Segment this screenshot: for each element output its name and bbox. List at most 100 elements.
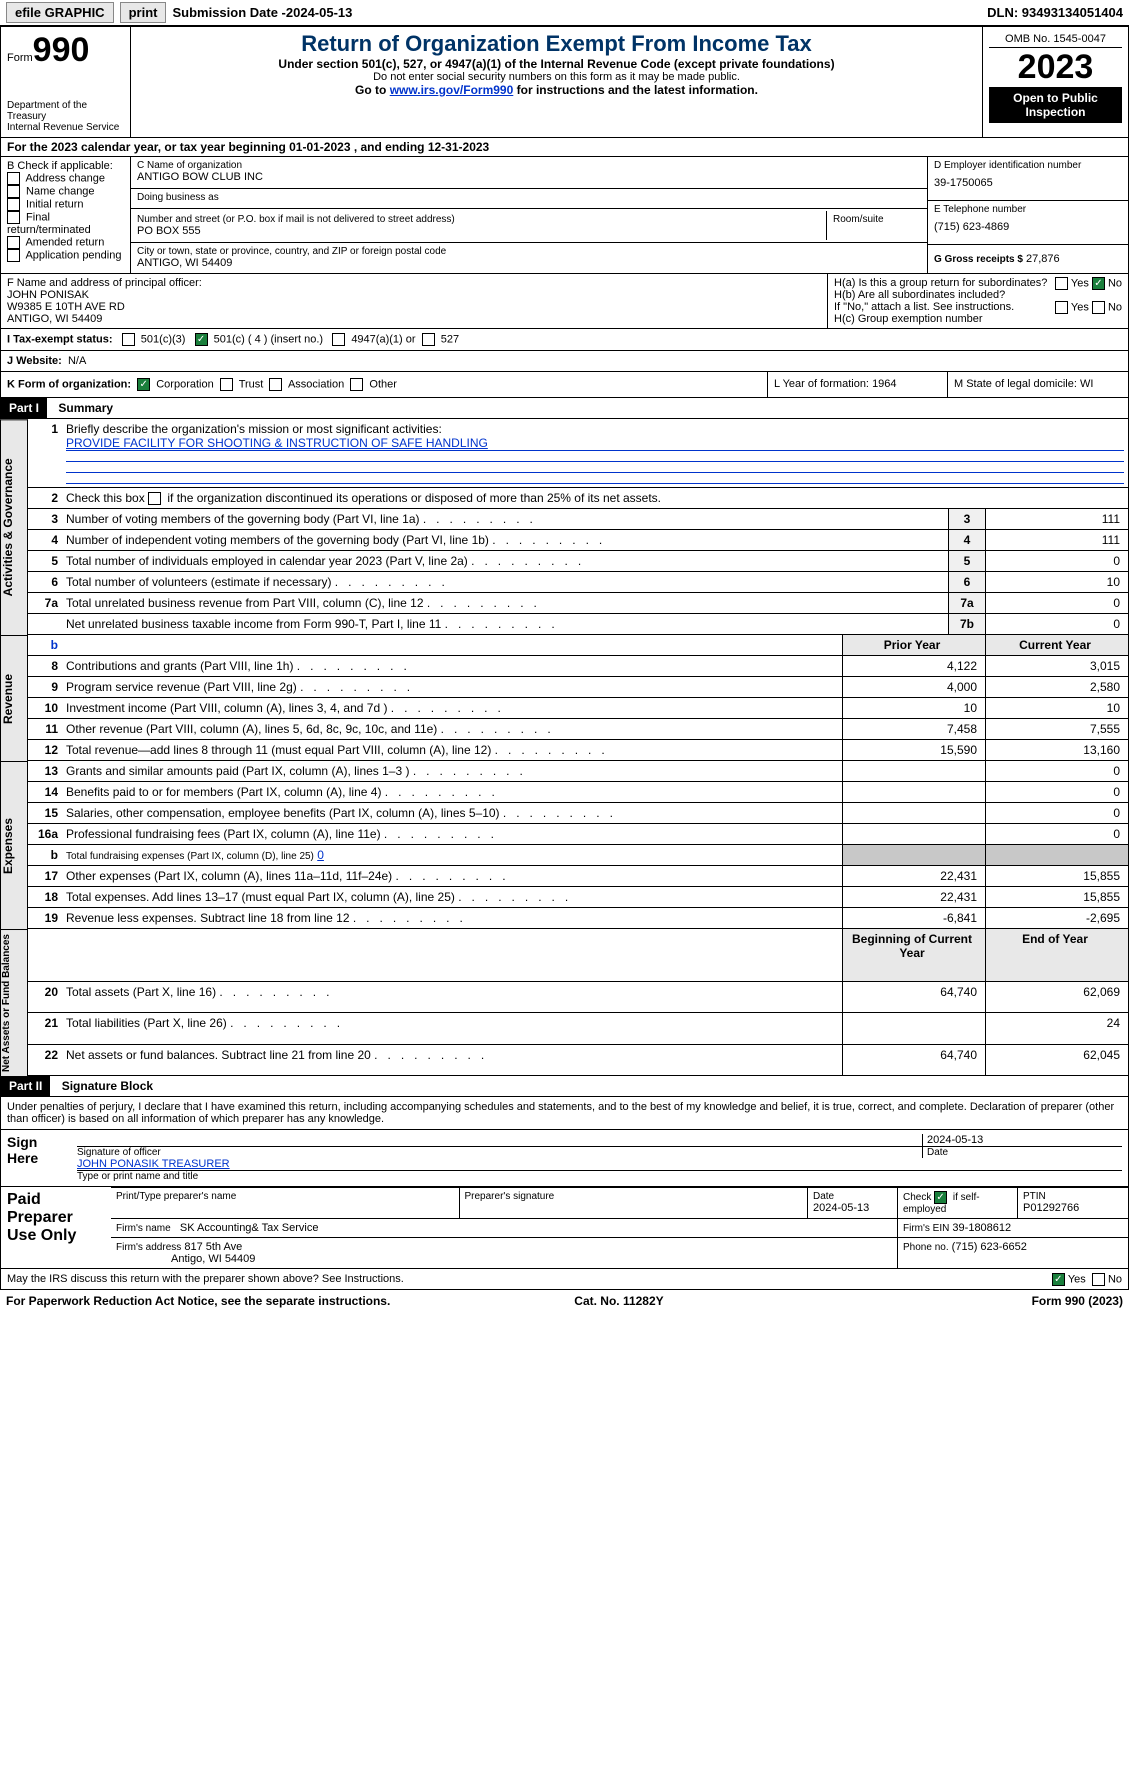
year-formation: 1964: [872, 378, 896, 390]
officer-addr1: W9385 E 10TH AVE RD: [7, 301, 821, 313]
officer-name: JOHN PONISAK: [7, 289, 821, 301]
sign-here-label: Sign Here: [1, 1129, 71, 1186]
table-row: 7aTotal unrelated business revenue from …: [28, 593, 1129, 614]
footer: For Paperwork Reduction Act Notice, see …: [0, 1290, 1129, 1312]
city: ANTIGO, WI 54409: [137, 257, 921, 269]
k-l-m-row: K Form of organization: Corporation Trus…: [0, 372, 1129, 398]
b-label: B Check if applicable:: [7, 160, 124, 172]
tax-exempt-row: I Tax-exempt status: 501(c)(3) 501(c) ( …: [0, 329, 1129, 351]
4947-checkbox[interactable]: [332, 333, 345, 346]
form-footer: Form 990 (2023): [1032, 1294, 1123, 1308]
ein-label: D Employer identification number: [934, 160, 1122, 171]
dln: DLN: 93493134051404: [987, 5, 1123, 20]
b-checkbox[interactable]: [7, 198, 20, 211]
preparer-label: Paid Preparer Use Only: [1, 1186, 111, 1268]
corp-checkbox[interactable]: [137, 378, 150, 391]
m-label: M State of legal domicile:: [954, 378, 1077, 390]
c-name-label: C Name of organization: [137, 160, 921, 171]
section-f-h: F Name and address of principal officer:…: [0, 274, 1129, 329]
hb-label: H(b) Are all subordinates included?: [834, 289, 1005, 301]
b-checkbox[interactable]: [7, 172, 20, 185]
line1-label: Briefly describe the organization's miss…: [66, 422, 1124, 436]
irs-link[interactable]: www.irs.gov/Form990: [390, 83, 514, 97]
b-checkbox[interactable]: [7, 236, 20, 249]
hb-no-checkbox[interactable]: [1092, 301, 1105, 314]
ha-label: H(a) Is this a group return for subordin…: [834, 277, 1047, 289]
firm-phone: (715) 623-6652: [952, 1241, 1027, 1253]
501c-checkbox[interactable]: [195, 333, 208, 346]
signature-block: Under penalties of perjury, I declare th…: [0, 1097, 1129, 1290]
discuss-yes-checkbox[interactable]: [1052, 1273, 1065, 1286]
prep-sig-label: Preparer's signature: [460, 1188, 809, 1218]
table-row: 15Salaries, other compensation, employee…: [28, 803, 1129, 824]
efile-button[interactable]: efile GRAPHIC: [6, 2, 114, 23]
ha-no-checkbox[interactable]: [1092, 277, 1105, 290]
part1-label: Part I: [1, 398, 47, 418]
501c3-checkbox[interactable]: [122, 333, 135, 346]
goto-post: for instructions and the latest informat…: [513, 83, 758, 97]
line-b: Total fundraising expenses (Part IX, col…: [66, 851, 314, 862]
firm-ein: 39-1808612: [952, 1222, 1011, 1234]
dba-label: Doing business as: [137, 192, 921, 203]
other-checkbox[interactable]: [350, 378, 363, 391]
part2-label: Part II: [1, 1076, 50, 1096]
date-label: Date: [922, 1147, 1122, 1158]
part1-title: Summary: [50, 398, 121, 418]
form-number: 990: [33, 31, 90, 69]
discontinued-checkbox[interactable]: [148, 492, 161, 505]
gross-receipts: 27,876: [1026, 253, 1060, 265]
prep-name-label: Print/Type preparer's name: [111, 1188, 460, 1218]
form-header: Form990 Department of the Treasury Inter…: [0, 26, 1129, 138]
b-checkbox[interactable]: [7, 185, 20, 198]
revenue-table: bPrior YearCurrent Year 8Contributions a…: [28, 635, 1129, 761]
ha-yes-checkbox[interactable]: [1055, 277, 1068, 290]
tax-year: 2023: [989, 48, 1122, 87]
527-checkbox[interactable]: [422, 333, 435, 346]
k-label: K Form of organization:: [7, 378, 131, 390]
prior-year-header: Prior Year: [843, 635, 986, 656]
goto-pre: Go to: [355, 83, 390, 97]
table-row: 8Contributions and grants (Part VIII, li…: [28, 656, 1129, 677]
section-a: For the 2023 calendar year, or tax year …: [0, 138, 1129, 157]
room-label: Room/suite: [827, 211, 927, 240]
phone-label: E Telephone number: [934, 204, 1122, 215]
part1-header: Part I Summary: [0, 398, 1129, 419]
table-row: 3Number of voting members of the governi…: [28, 509, 1129, 530]
addr-label: Number and street (or P.O. box if mail i…: [137, 214, 820, 225]
cat-no: Cat. No. 11282Y: [574, 1294, 663, 1308]
dept: Department of the Treasury: [7, 100, 124, 122]
discuss-no-checkbox[interactable]: [1092, 1273, 1105, 1286]
netassets-table: Beginning of Current YearEnd of Year 20T…: [28, 929, 1129, 1076]
table-row: 20Total assets (Part X, line 16)64,74062…: [28, 981, 1129, 1013]
table-row: 18Total expenses. Add lines 13–17 (must …: [28, 887, 1129, 908]
gross-label: G Gross receipts $: [934, 254, 1023, 265]
hb-yes-checkbox[interactable]: [1055, 301, 1068, 314]
i-label: I Tax-exempt status:: [7, 333, 113, 345]
trust-checkbox[interactable]: [220, 378, 233, 391]
type-name-label: Type or print name and title: [77, 1170, 1122, 1182]
ein: 39-1750065: [934, 171, 1122, 195]
expenses-table: 13Grants and similar amounts paid (Part …: [28, 761, 1129, 929]
irs: Internal Revenue Service: [7, 122, 124, 133]
table-row: 13Grants and similar amounts paid (Part …: [28, 761, 1129, 782]
phone: (715) 623-4869: [934, 215, 1122, 239]
print-button[interactable]: print: [120, 2, 167, 23]
open-inspection: Open to Public Inspection: [989, 87, 1122, 123]
form-title: Return of Organization Exempt From Incom…: [137, 31, 976, 57]
b-checkbox[interactable]: [7, 249, 20, 262]
discuss-text: May the IRS discuss this return with the…: [7, 1273, 404, 1285]
firm-addr2: Antigo, WI 54409: [171, 1253, 255, 1265]
b-checkbox[interactable]: [7, 211, 20, 224]
website: N/A: [68, 355, 86, 367]
mission: PROVIDE FACILITY FOR SHOOTING & INSTRUCT…: [66, 436, 1124, 450]
city-label: City or town, state or province, country…: [137, 246, 921, 257]
sig-officer-label: Signature of officer: [77, 1147, 922, 1158]
begin-year-header: Beginning of Current Year: [843, 929, 986, 981]
expenses-tab: Expenses: [0, 761, 28, 929]
section-b-c-d: B Check if applicable: Address change Na…: [0, 157, 1129, 274]
revenue-tab: Revenue: [0, 635, 28, 761]
table-row: Net unrelated business taxable income fr…: [28, 614, 1129, 635]
self-employed-checkbox[interactable]: [934, 1191, 947, 1204]
j-label: J Website:: [7, 355, 62, 367]
assoc-checkbox[interactable]: [269, 378, 282, 391]
